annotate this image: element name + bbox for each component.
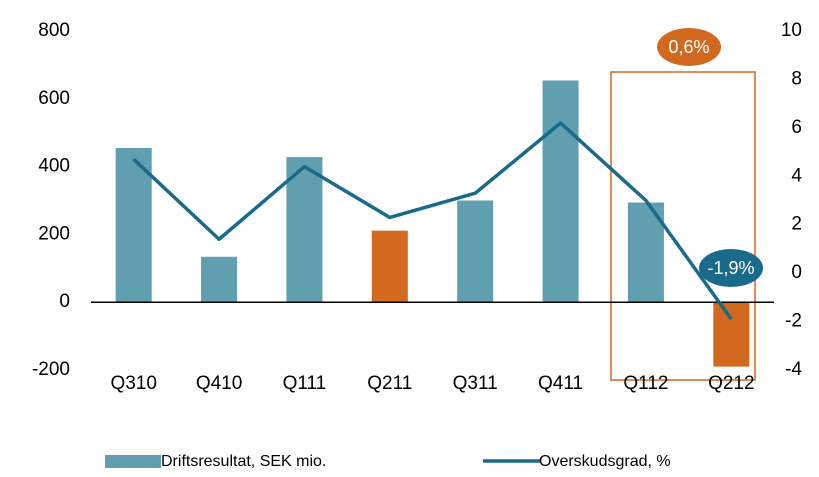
y-tick-label: 600	[38, 88, 70, 109]
legend-label: Overskudsgrad, %	[539, 453, 671, 470]
annotation-bubble	[699, 249, 763, 287]
bar	[201, 256, 238, 303]
y-tick-label: 400	[38, 156, 70, 177]
y2-tick-label: 0	[791, 262, 802, 283]
bar	[286, 157, 323, 303]
y2-tick-label: 6	[791, 117, 802, 138]
bar	[115, 147, 152, 303]
y-tick-label: 200	[38, 223, 70, 244]
x-tick-label: Q310	[110, 373, 156, 394]
annotation-bubble	[657, 28, 721, 66]
y2-tick-label: 2	[791, 214, 802, 235]
annotation-text: -1,9%	[707, 258, 754, 278]
x-tick-label: Q211	[367, 373, 412, 394]
legend-swatch	[105, 455, 161, 468]
x-tick-label: Q411	[538, 373, 583, 394]
bar	[542, 80, 579, 303]
y2-tick-label: 10	[781, 20, 802, 41]
bar	[371, 230, 408, 303]
x-tick-label: Q311	[453, 373, 498, 394]
x-tick-label: Q410	[196, 373, 242, 394]
line	[132, 121, 733, 321]
bar	[457, 200, 494, 303]
x-tick-label: Q212	[708, 373, 754, 394]
highlight-box	[610, 71, 756, 381]
y-tick-label: -200	[32, 359, 70, 380]
bar	[713, 302, 750, 367]
y2-tick-label: -2	[785, 311, 802, 332]
y-tick-label: 800	[38, 20, 70, 41]
y2-tick-label: 8	[791, 68, 802, 89]
y-tick-label: 0	[59, 291, 70, 312]
x-tick-label: Q112	[623, 373, 668, 394]
y2-tick-label: 4	[791, 165, 802, 186]
x-tick-label: Q111	[283, 373, 327, 394]
legend-label: Driftsresultat, SEK mio.	[161, 453, 326, 470]
annotation-text: 0,6%	[668, 37, 709, 57]
y2-tick-label: -4	[785, 359, 802, 380]
